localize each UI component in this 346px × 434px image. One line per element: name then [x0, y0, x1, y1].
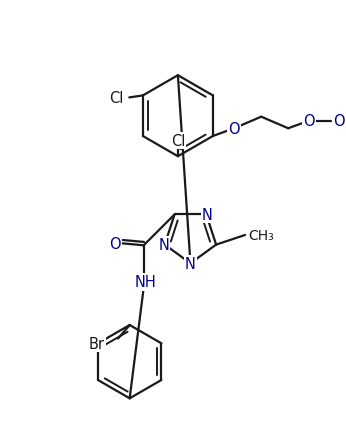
Text: N: N	[158, 237, 169, 253]
Text: O: O	[303, 114, 315, 129]
Text: O: O	[334, 114, 345, 129]
Text: Br: Br	[89, 336, 104, 351]
Text: N: N	[202, 207, 213, 222]
Text: CH₃: CH₃	[248, 228, 274, 243]
Text: O: O	[228, 122, 240, 136]
Text: Cl: Cl	[109, 91, 124, 105]
Text: NH: NH	[135, 275, 156, 290]
Text: Cl: Cl	[171, 134, 185, 149]
Text: N: N	[185, 256, 196, 271]
Text: O: O	[109, 237, 120, 251]
